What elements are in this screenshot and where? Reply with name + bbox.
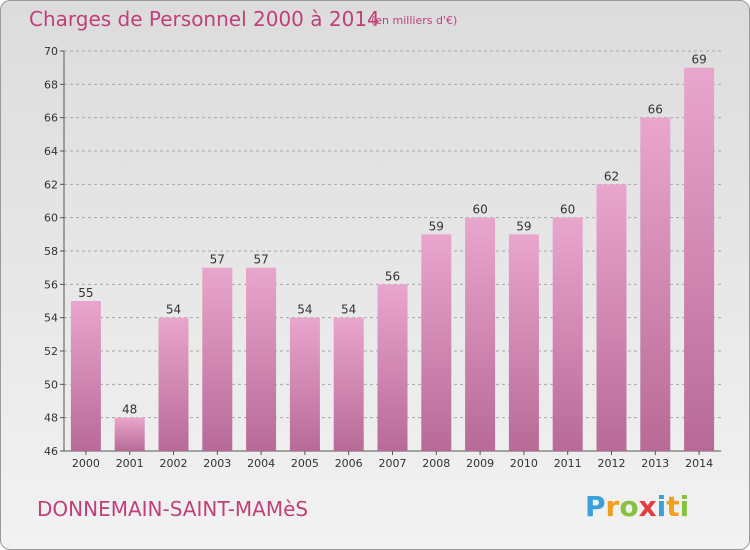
x-tick-label: 2001	[116, 457, 144, 470]
bars	[70, 67, 715, 452]
data-label: 54	[297, 303, 312, 317]
y-tick-label: 64	[44, 145, 58, 158]
bar	[289, 317, 320, 451]
x-tick-label: 2006	[335, 457, 363, 470]
y-tick-label: 68	[44, 78, 58, 91]
x-tick-label: 2011	[554, 457, 582, 470]
y-tick-label: 54	[44, 312, 58, 325]
bar	[421, 234, 452, 451]
x-tick-label: 2012	[598, 457, 626, 470]
x-tick-label: 2008	[422, 457, 450, 470]
data-label: 59	[429, 219, 444, 233]
logo-letter: i	[656, 490, 667, 523]
data-label: 60	[560, 203, 575, 217]
x-tick-label: 2003	[203, 457, 231, 470]
y-tick-label: 66	[44, 112, 58, 125]
bar	[333, 317, 364, 451]
logo-letter: i	[679, 490, 690, 523]
bar	[246, 267, 277, 451]
x-tick-label: 2000	[72, 457, 100, 470]
bar	[640, 117, 671, 452]
y-tick-label: 46	[44, 445, 58, 458]
data-label: 69	[691, 53, 706, 67]
labels: 46 48 50 52 54 56 58 60 62 64 66 68 70 55 2000 48 2001 54…	[44, 45, 713, 470]
proxiti-logo: Proxiti	[585, 490, 689, 523]
data-label: 55	[78, 286, 93, 300]
data-label: 48	[122, 403, 137, 417]
bar	[465, 217, 496, 451]
logo-letter: P	[585, 490, 606, 523]
logo-letter: x	[638, 490, 657, 523]
bar	[508, 234, 539, 451]
bar	[70, 301, 101, 451]
place-name: DONNEMAIN-SAINT-MAMèS	[37, 497, 309, 521]
bar	[684, 67, 715, 452]
bar	[596, 184, 627, 452]
y-tick-label: 58	[44, 245, 58, 258]
data-label: 54	[341, 303, 356, 317]
bar	[114, 417, 145, 451]
x-tick-label: 2013	[641, 457, 669, 470]
y-tick-label: 52	[44, 345, 58, 358]
bar	[377, 284, 408, 451]
data-label: 54	[166, 303, 181, 317]
logo-letter: o	[619, 490, 639, 523]
x-tick-label: 2005	[291, 457, 319, 470]
x-tick-label: 2009	[466, 457, 494, 470]
y-tick-label: 62	[44, 178, 58, 191]
data-label: 60	[472, 203, 487, 217]
x-tick-label: 2002	[160, 457, 188, 470]
y-tick-label: 48	[44, 412, 58, 425]
bar	[202, 267, 233, 451]
y-tick-label: 56	[44, 278, 58, 291]
chart-title: Charges de Personnel 2000 à 2014	[29, 7, 380, 31]
data-label: 59	[516, 219, 531, 233]
data-label: 62	[604, 169, 619, 183]
y-tick-label: 50	[44, 378, 58, 391]
data-label: 57	[210, 253, 225, 267]
x-tick-label: 2004	[247, 457, 275, 470]
chart-subtitle: (en milliers d'€)	[371, 14, 458, 27]
logo-letter: t	[666, 490, 680, 523]
x-tick-label: 2010	[510, 457, 538, 470]
data-label: 56	[385, 269, 400, 283]
x-tick-label: 2007	[379, 457, 407, 470]
logo-letter: r	[605, 490, 620, 523]
x-tick-label: 2014	[685, 457, 713, 470]
y-tick-label: 60	[44, 212, 58, 225]
data-label: 66	[648, 103, 663, 117]
data-label: 57	[253, 253, 268, 267]
bar	[158, 317, 189, 451]
y-tick-label: 70	[44, 45, 58, 58]
bar	[552, 217, 583, 451]
